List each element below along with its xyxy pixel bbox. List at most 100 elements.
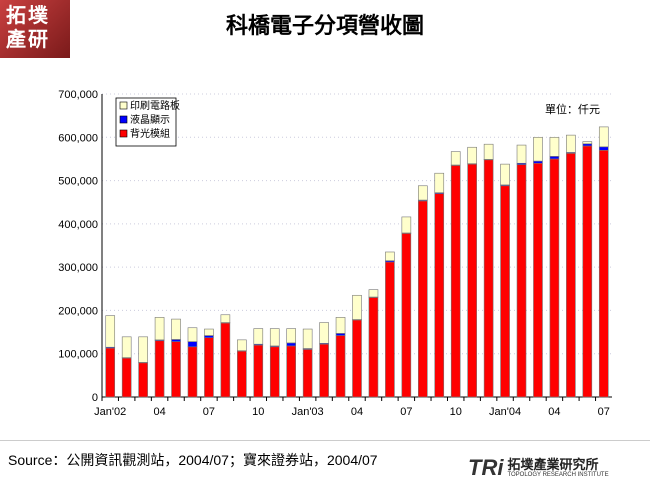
page-title: 科橋電子分項營收圖	[225, 13, 424, 39]
bar-印刷電路板	[368, 289, 379, 298]
x-tick-label: 07	[400, 406, 412, 418]
bar-印刷電路板	[533, 136, 543, 162]
bar-背光模組	[220, 322, 231, 398]
unit-label: 單位：仟元	[545, 102, 600, 116]
bar-印刷電路板	[269, 328, 280, 347]
bar-印刷電路板	[121, 336, 132, 358]
bar-背光模組	[269, 346, 280, 398]
bar-印刷電路板	[237, 339, 247, 351]
bar-背光模組	[385, 261, 395, 398]
bar-背光模組	[286, 345, 296, 398]
bar-背光模組	[138, 362, 148, 398]
x-tick-label: 04	[548, 406, 560, 418]
bar-背光模組	[401, 233, 412, 398]
logo-text: 拓墣產研	[6, 5, 50, 51]
bar-背光模組	[549, 158, 560, 398]
bar-背光模組	[121, 357, 132, 398]
bar-印刷電路板	[434, 172, 445, 193]
tri-mark: TRi	[468, 455, 504, 480]
brand-name: 拓墣產業研究所	[507, 457, 599, 472]
bar-印刷電路板	[450, 151, 461, 166]
bar-液晶顯示	[549, 156, 560, 160]
bar-液晶顯示	[582, 143, 593, 147]
bar-背光模組	[237, 350, 247, 398]
bar-印刷電路板	[204, 328, 214, 336]
bar-印刷電路板	[154, 317, 165, 341]
x-tick-label: 07	[203, 406, 215, 418]
bar-背光模組	[253, 344, 264, 398]
bar-印刷電路板	[253, 328, 264, 345]
bar-印刷電路板	[401, 216, 412, 234]
bar-背光模組	[418, 200, 428, 398]
bar-印刷電路板	[220, 314, 231, 323]
bar-印刷電路板	[483, 143, 494, 160]
bar-印刷電路板	[566, 134, 576, 153]
x-tick-label: 10	[252, 406, 264, 418]
source-note: Source：公開資訊觀測站，2004/07；寶來證券站，2004/07	[8, 452, 378, 468]
bar-印刷電路板	[582, 141, 593, 145]
bar-印刷電路板	[105, 315, 116, 348]
bar-印刷電路板	[418, 185, 428, 201]
bar-印刷電路板	[171, 318, 181, 340]
legend-label: 印刷電路板	[130, 99, 180, 112]
y-tick-label: 700,000	[58, 89, 98, 101]
bar-背光模組	[516, 164, 527, 398]
bar-印刷電路板	[138, 336, 148, 363]
x-tick-label: 04	[351, 406, 363, 418]
y-tick-label: 300,000	[58, 262, 98, 274]
legend-swatch	[119, 129, 128, 138]
bar-背光模組	[335, 335, 346, 398]
bar-背光模組	[450, 165, 461, 398]
bar-印刷電路板	[302, 328, 313, 349]
bar-背光模組	[434, 193, 445, 398]
logo: 拓墣產研	[0, 0, 70, 58]
bar-印刷電路板	[286, 328, 296, 344]
bar-背光模組	[204, 337, 214, 398]
bar-背光模組	[352, 319, 362, 398]
legend-label: 背光模組	[130, 127, 170, 140]
bar-背光模組	[598, 149, 609, 398]
x-tick-label: 07	[598, 406, 610, 418]
legend-swatch	[119, 101, 128, 110]
bar-液晶顯示	[286, 342, 296, 347]
bar-背光模組	[105, 347, 116, 398]
y-tick-label: 100,000	[58, 349, 98, 361]
bar-背光模組	[302, 349, 313, 398]
bar-背光模組	[533, 162, 543, 398]
y-tick-label: 200,000	[58, 305, 98, 317]
bar-背光模組	[582, 145, 593, 398]
bar-背光模組	[154, 340, 165, 398]
bar-背光模組	[368, 297, 379, 398]
bar-印刷電路板	[500, 163, 510, 186]
x-tick-label: 10	[450, 406, 462, 418]
bar-背光模組	[319, 343, 329, 398]
bar-液晶顯示	[598, 146, 609, 151]
bar-印刷電路板	[335, 317, 346, 334]
x-tick-label: 04	[153, 406, 165, 418]
bar-液晶顯示	[204, 335, 214, 338]
bar-背光模組	[500, 185, 510, 398]
y-tick-label: 400,000	[58, 219, 98, 231]
bar-背光模組	[566, 153, 576, 398]
x-tick-label: Jan'02	[94, 406, 126, 418]
bar-背光模組	[187, 346, 198, 398]
bar-印刷電路板	[549, 136, 560, 157]
bar-印刷電路板	[516, 144, 527, 164]
bar-印刷電路板	[319, 322, 329, 344]
bar-印刷電路板	[385, 251, 395, 261]
bar-液晶顯示	[171, 339, 181, 342]
bar-印刷電路板	[187, 327, 198, 342]
bar-液晶顯示	[335, 333, 346, 336]
divider	[0, 440, 650, 441]
legend-swatch	[119, 115, 128, 124]
x-tick-label: Jan'04	[489, 406, 521, 418]
bar-背光模組	[467, 163, 477, 398]
legend-label: 液晶顯示	[130, 113, 170, 126]
y-tick-label: 600,000	[58, 132, 98, 144]
bar-印刷電路板	[467, 146, 477, 164]
bar-印刷電路板	[598, 126, 609, 148]
bar-液晶顯示	[187, 341, 198, 348]
y-tick-label: 500,000	[58, 176, 98, 188]
bar-背光模組	[483, 159, 494, 398]
stacked-bar-chart: 0 100,000 200,000 300,000 400,000 500,000 600,…	[58, 89, 612, 418]
